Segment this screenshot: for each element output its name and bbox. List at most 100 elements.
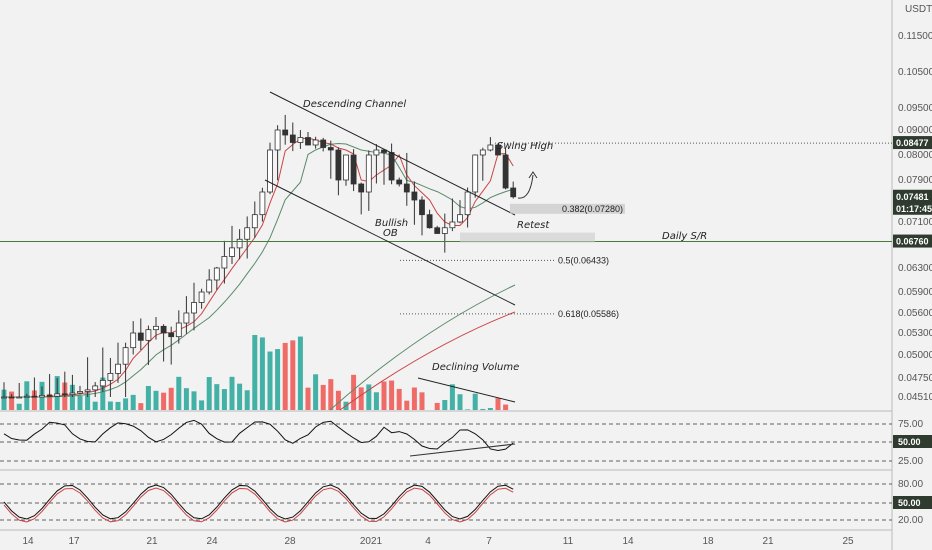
candle-body bbox=[251, 214, 258, 229]
ma-long-green bbox=[329, 284, 516, 411]
y-tick-label: 0.05300 bbox=[898, 328, 932, 339]
volume-bar bbox=[252, 334, 258, 410]
volume-bar bbox=[47, 393, 53, 410]
candle-body bbox=[137, 332, 144, 341]
candle-body bbox=[122, 347, 129, 365]
volume-bar bbox=[130, 394, 136, 410]
x-tick-label: 28 bbox=[284, 536, 296, 547]
volume-bar bbox=[351, 374, 357, 410]
volume-bar bbox=[153, 390, 159, 410]
stoch-rsi-panel bbox=[0, 483, 892, 523]
x-tick-label: 11 bbox=[563, 536, 574, 547]
candle-body bbox=[472, 154, 479, 193]
projection-arrowhead bbox=[528, 171, 538, 179]
price-tag-label: 0.06760 bbox=[896, 237, 929, 247]
candle-body bbox=[426, 214, 433, 229]
candle-body bbox=[502, 154, 509, 189]
candle-body bbox=[373, 149, 380, 156]
volume-bar bbox=[487, 407, 493, 410]
candle-body bbox=[31, 395, 38, 398]
volume-bar bbox=[480, 408, 486, 410]
projection-arrow bbox=[517, 174, 534, 199]
volume-bar bbox=[92, 401, 98, 410]
volume-bar bbox=[411, 387, 417, 410]
x-tick-label: 24 bbox=[206, 536, 218, 547]
stoch-d-line bbox=[3, 487, 514, 523]
volume-bar bbox=[176, 376, 182, 410]
volume-bar bbox=[259, 337, 265, 410]
candle-body bbox=[464, 191, 471, 216]
candle-body bbox=[1, 396, 7, 399]
candle-body bbox=[198, 291, 205, 303]
candle-body bbox=[495, 144, 501, 156]
candle-body bbox=[327, 147, 334, 151]
y-tick-label: 0.07100 bbox=[898, 217, 932, 228]
y-tick-label: 0.09000 bbox=[898, 125, 932, 136]
candle-body bbox=[350, 154, 357, 185]
candle-body bbox=[92, 385, 99, 391]
candle-body bbox=[259, 191, 266, 216]
currency-label: USDT bbox=[905, 4, 932, 15]
candle-body bbox=[69, 392, 76, 396]
ma-fast bbox=[4, 137, 514, 398]
chart-drawings: Descending Channel Swing High Retest Bullis… bbox=[0, 91, 892, 403]
volume-bar bbox=[221, 389, 227, 410]
candle-body bbox=[449, 221, 456, 229]
volume-bar bbox=[472, 393, 478, 410]
volume-bar bbox=[191, 391, 197, 410]
indicator-tag-label: 50.00 bbox=[898, 437, 921, 447]
annotation-label: Descending Channel bbox=[303, 99, 406, 110]
volume-bar bbox=[16, 403, 22, 410]
candle-body bbox=[274, 129, 281, 151]
indicator-tick-label: 75.00 bbox=[898, 419, 923, 430]
volume-bar bbox=[85, 393, 91, 410]
x-tick-label: 2021 bbox=[360, 536, 383, 547]
volume-bar bbox=[335, 390, 341, 410]
candle-body bbox=[244, 227, 251, 240]
candle-body bbox=[365, 154, 372, 193]
candle-body bbox=[221, 256, 228, 269]
fib-382-box bbox=[510, 203, 625, 214]
y-tick-label: 0.06300 bbox=[898, 263, 932, 274]
candle-body bbox=[168, 332, 175, 338]
volume-bar bbox=[267, 351, 273, 410]
candle-body bbox=[510, 187, 517, 198]
volume-bar bbox=[366, 384, 372, 410]
volume-bar bbox=[419, 392, 425, 410]
moving-averages bbox=[4, 137, 516, 411]
volume-bar bbox=[290, 340, 296, 410]
candle-body bbox=[411, 191, 418, 201]
annotation-label: Daily S/R bbox=[662, 231, 707, 242]
candle-body bbox=[183, 312, 190, 324]
candle-body bbox=[282, 129, 289, 136]
y-tick-label: 0.04510 bbox=[898, 392, 932, 403]
candle-body bbox=[403, 183, 410, 193]
y-tick-label: 0.07900 bbox=[898, 175, 932, 186]
x-tick-label: 21 bbox=[762, 536, 774, 547]
volume-bar bbox=[373, 392, 379, 410]
candle-body bbox=[289, 134, 296, 143]
candle-body bbox=[145, 329, 152, 341]
volume-bar bbox=[183, 388, 189, 410]
candle-body bbox=[381, 149, 387, 153]
volume-bar bbox=[503, 404, 509, 410]
channel-bottom bbox=[264, 179, 516, 306]
volume-bar bbox=[404, 400, 410, 410]
candle-body bbox=[267, 149, 273, 193]
candle-body bbox=[487, 144, 494, 151]
x-tick-label: 17 bbox=[68, 536, 80, 547]
volume-bar bbox=[69, 384, 75, 410]
candle-body bbox=[320, 139, 327, 148]
fib-label: 0.5(0.06433) bbox=[558, 255, 609, 265]
ma-slow bbox=[4, 142, 514, 398]
volume-bar bbox=[495, 398, 501, 410]
fib-label: 0.618(0.05586) bbox=[558, 309, 619, 319]
y-tick-label: 0.04750 bbox=[898, 373, 932, 384]
x-tick-label: 14 bbox=[22, 536, 34, 547]
annotation-label: Declining Volume bbox=[432, 362, 519, 373]
price-tag bbox=[893, 201, 932, 215]
annotation-label: Swing High bbox=[497, 141, 553, 152]
candle-body bbox=[206, 279, 213, 293]
